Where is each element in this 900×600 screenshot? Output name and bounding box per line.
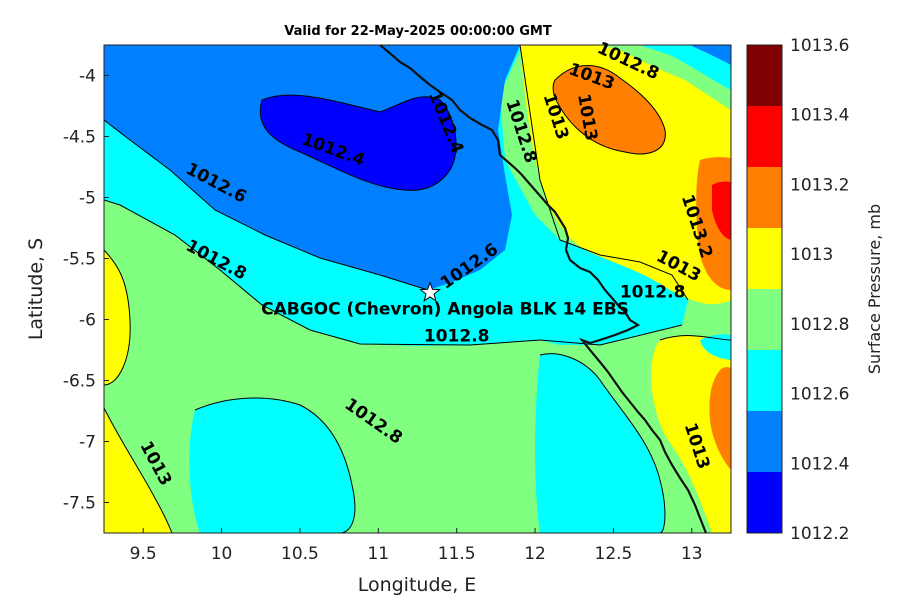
colorbar-tick-label: 1012.8 (790, 315, 849, 335)
band-1012.8-1013.0-southwest (104, 408, 172, 533)
band-1012.0-1012.2 (260, 95, 457, 191)
colorbar-band (747, 45, 782, 107)
band-1012.4-1012.6-south (189, 398, 355, 533)
y-tick-label: -4 (79, 67, 96, 87)
x-tick-label: 10 (211, 544, 233, 564)
colorbar-band (747, 472, 782, 534)
contour-label: 1012.8 (424, 326, 490, 346)
site-star-icon (419, 281, 441, 302)
site-label: CABGOC (Chevron) Angola BLK 14 EBS (261, 300, 629, 320)
colorbar-tick-label: 1013.6 (790, 36, 849, 56)
colorbar-tick-label: 1012.6 (790, 385, 849, 405)
colorbar-tick-label: 1012.2 (790, 524, 849, 544)
band-1012.4-1012.6-southeast (535, 353, 665, 533)
y-tick-label: -6.5 (63, 372, 96, 392)
y-tick-label: -4.5 (63, 128, 96, 148)
pressure-field (104, 45, 731, 533)
band-1012.4-1012.6-northeast (640, 45, 731, 90)
site-layer: CABGOC (Chevron) Angola BLK 14 EBS (261, 281, 629, 320)
map-title: Valid for 22-May-2025 00:00:00 GMT (284, 24, 552, 39)
x-tick-label: 11.5 (438, 544, 476, 564)
band-1013.0-1013.2-southeast (709, 367, 731, 470)
y-tick-label: -6 (79, 311, 96, 331)
x-tick-label: 13 (681, 544, 703, 564)
colorbar-label: Surface Pressure, mb (865, 204, 884, 374)
plot-frame (103, 44, 732, 534)
y-tick-label: -5 (79, 189, 96, 209)
colorbar: 1013.6 1013.4 1013.2 1013 1012.8 1012.6 1012.4… (746, 36, 849, 544)
colorbar-tick-label: 1012.4 (790, 454, 849, 474)
band-1013.2-1013.4 (712, 181, 731, 240)
band-1012.2-1012.4-northeast (690, 45, 731, 65)
y-axis-ticks: -4 -4.5 -5 -5.5 -6 -6.5 -7 -7.5 (63, 67, 109, 514)
colorbar-band (747, 228, 782, 290)
colorbar-tick-label: 1013.4 (790, 106, 849, 126)
x-tick-label: 9.5 (130, 544, 157, 564)
x-tick-label: 11 (367, 544, 389, 564)
y-tick-label: -7 (79, 433, 96, 453)
colorbar-band (747, 411, 782, 473)
colorbar-tick-label: 1013 (790, 245, 833, 265)
colorbar-band (747, 167, 782, 229)
band-1012.8-1013.0-west (104, 250, 131, 385)
colorbar-band (747, 350, 782, 412)
x-tick-label: 12.5 (595, 544, 633, 564)
y-tick-label: -7.5 (63, 494, 96, 514)
colorbar-frame (746, 44, 783, 534)
colorbar-band (747, 106, 782, 168)
x-tick-label: 12 (524, 544, 546, 564)
coastline (379, 45, 708, 533)
x-axis-label: Longitude, E (358, 574, 477, 596)
colorbar-band (747, 289, 782, 351)
contour-label: 1012.8 (620, 283, 686, 303)
x-axis-ticks: 9.5 10 10.5 11 11.5 12 12.5 13 (130, 528, 703, 564)
band-1012.4-1012.6-east-spot (700, 334, 731, 360)
contour-lines (104, 45, 731, 533)
y-tick-label: -5.5 (63, 250, 96, 270)
x-tick-label: 10.5 (281, 544, 319, 564)
band-1012.8-1013.0-southeast (651, 335, 731, 533)
y-axis-label: Latitude, S (25, 238, 47, 340)
colorbar-tick-label: 1013.2 (790, 175, 849, 195)
